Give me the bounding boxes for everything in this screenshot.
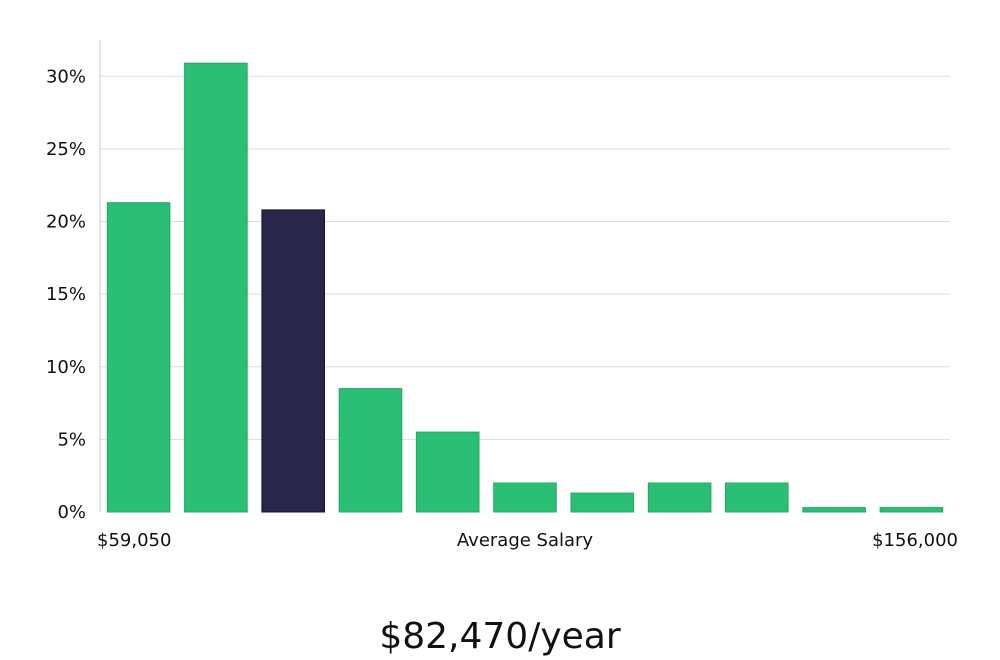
bar (802, 507, 866, 513)
x-max-label: $156,000 (872, 530, 958, 551)
y-tick-label: 0% (57, 502, 86, 523)
bar (570, 492, 635, 513)
bars (106, 62, 944, 513)
bar-highlighted (261, 209, 325, 513)
bar (879, 507, 944, 513)
y-tick-label: 25% (46, 139, 86, 160)
bar (725, 482, 789, 513)
average-salary-headline: $82,470/year (379, 616, 621, 657)
y-tick-label: 20% (46, 212, 86, 233)
y-tick-label: 15% (46, 284, 86, 305)
x-min-label: $59,050 (97, 530, 171, 551)
y-tick-labels: 0% 5% 10% 15% 20% 25% 30% (46, 66, 86, 523)
bar (415, 431, 480, 513)
bar (184, 62, 248, 513)
bar (647, 482, 712, 513)
y-tick-label: 5% (57, 429, 86, 450)
bar (493, 482, 557, 513)
bar (106, 202, 171, 513)
y-tick-label: 10% (46, 357, 86, 378)
y-tick-label: 30% (46, 66, 86, 87)
x-axis-title: Average Salary (457, 530, 594, 551)
bar (338, 388, 403, 513)
